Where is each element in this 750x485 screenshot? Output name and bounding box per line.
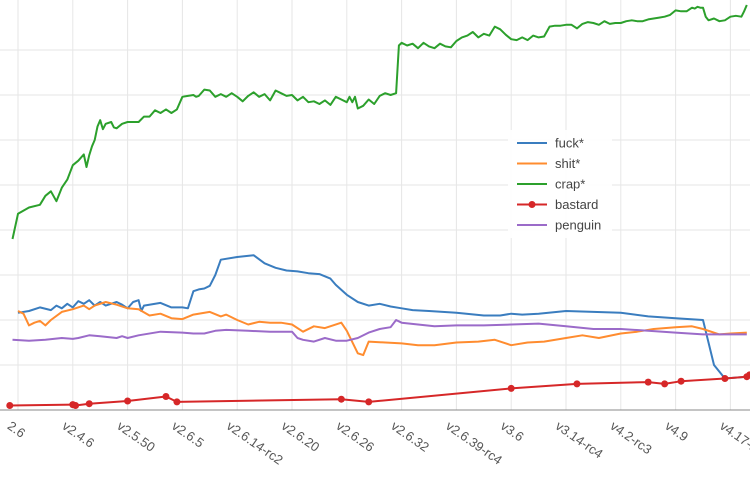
x-tick-label: v2.6.32 <box>388 418 432 455</box>
x-tick-label: v2.6.20 <box>279 418 323 455</box>
data-point-marker <box>721 375 729 382</box>
x-tick-label: v2.6.5 <box>169 418 207 451</box>
legend: fuck* shit* crap* bastard penguin <box>508 130 612 238</box>
x-tick-label: 2.6 <box>5 418 28 441</box>
x-tick-label: v4.17-rc4 <box>717 418 750 461</box>
legend-label-penguin: penguin <box>555 218 601 233</box>
series-line-crap <box>11 4 748 240</box>
grid-lines <box>0 0 750 410</box>
series-line-fuck <box>17 254 747 380</box>
series-line-penguin <box>12 319 747 343</box>
x-tick-labels: 2.6 v2.4.6 v2.5.50 v2.6.5 v2.6.14-rc2v2.6.20… <box>5 418 750 468</box>
data-point-marker <box>507 384 515 392</box>
x-tick-label: v2.5.50 <box>114 418 158 455</box>
x-tick-label: v2.6.26 <box>334 418 378 455</box>
data-point-marker <box>677 377 685 385</box>
x-tick-label: v3.14-rc4 <box>553 418 606 461</box>
legend-label-shit: shit* <box>555 156 580 171</box>
data-point-marker <box>85 400 93 408</box>
x-tick-label: v2.4.6 <box>60 418 98 451</box>
legend-label-bastard: bastard <box>555 197 598 212</box>
legend-label-fuck: fuck* <box>555 136 584 151</box>
x-tick-label: v2.6.14-rc2 <box>224 418 286 468</box>
legend-marker-bastard <box>528 201 536 208</box>
data-point-marker <box>162 393 170 400</box>
data-point-marker <box>6 402 14 409</box>
x-tick-label: v4.9 <box>662 418 691 444</box>
x-tick-label: v4.2-rc3 <box>608 418 655 457</box>
data-point-marker <box>661 380 669 388</box>
data-point-marker <box>644 378 652 386</box>
series-line-bastard <box>9 374 750 407</box>
data-point-marker <box>124 397 132 405</box>
data-point-marker <box>365 398 373 406</box>
data-point-marker <box>573 380 581 388</box>
series-line-shit <box>17 301 747 357</box>
x-tick-label: v3.6 <box>498 418 527 444</box>
data-point-marker <box>746 371 750 379</box>
series-lines <box>6 4 750 409</box>
data-point-marker <box>173 398 181 406</box>
x-tick-label: v2.6.39-rc4 <box>443 418 505 468</box>
data-point-marker <box>72 402 80 409</box>
data-point-marker <box>337 395 345 403</box>
legend-label-crap: crap* <box>555 177 585 192</box>
